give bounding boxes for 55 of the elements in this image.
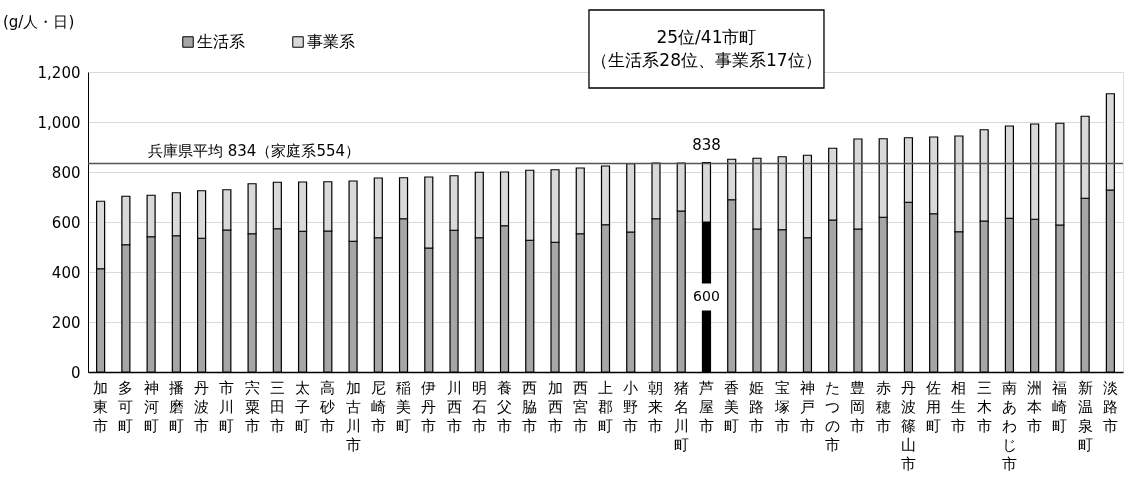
x-tick-label: 神河町 [143, 378, 159, 435]
ref-line-label: 兵庫県平均 834（家庭系554） [148, 141, 361, 160]
x-tick-label: 太子町 [295, 378, 311, 435]
y-tick-label: 200 [51, 313, 81, 332]
x-tick-label: たつの市 [825, 378, 841, 454]
x-tick-label: 西宮市 [572, 378, 588, 435]
x-tick-label: 赤穂市 [875, 378, 891, 435]
legend-label: 事業系 [307, 32, 355, 51]
x-tick-label: 福崎町 [1052, 378, 1068, 435]
x-tick-label: 三田市 [269, 378, 285, 435]
y-tick-label: 0 [70, 363, 81, 382]
x-tick-label: 養父市 [497, 378, 513, 435]
text: 25位/41市町（生活系28位、事業系17位） [591, 27, 822, 70]
x-tick-label: 播磨町 [168, 378, 184, 435]
x-tick-label: 淡路市 [1102, 378, 1118, 435]
y-tick-label: 800 [51, 163, 81, 182]
x-tick-label: 神戸市 [799, 378, 815, 435]
data-label: 600 [693, 288, 720, 304]
x-tick-label: 猪名川町 [673, 378, 689, 454]
x-tick-label: 市川町 [219, 378, 235, 435]
total-label: 838 [692, 135, 721, 154]
x-tick-label: 姫路市 [749, 378, 765, 435]
x-tick-label: 高砂市 [319, 378, 336, 435]
x-tick-label: 尼崎市 [370, 378, 386, 435]
x-tick-label: 芦屋市 [698, 378, 714, 435]
x-tick-label: 南あわじ市 [1001, 378, 1017, 473]
x-tick-label: 宍粟市 [244, 378, 260, 435]
y-tick-label: 1,000 [37, 113, 81, 132]
legend-label: 生活系 [197, 32, 245, 51]
x-tick-label: 稲美町 [396, 378, 412, 435]
x-tick-label: 伊丹市 [421, 378, 437, 435]
x-tick-label: 豊岡市 [850, 378, 866, 435]
x-tick-label: 西脇市 [522, 378, 538, 435]
x-tick-label: 多可町 [118, 378, 134, 435]
x-tick-label: 加東市 [93, 378, 109, 435]
x-tick-label: 加西市 [547, 378, 563, 435]
x-tick-label: 丹波市 [194, 378, 210, 435]
y-tick-label: 600 [51, 213, 81, 232]
y-tick-label: 1,200 [37, 63, 81, 82]
x-tick-label: 丹波篠山市 [900, 378, 916, 473]
x-tick-label: 香美町 [724, 378, 740, 435]
x-tick-label: 川西市 [446, 378, 462, 435]
x-tick-label: 洲本市 [1027, 378, 1043, 435]
x-tick-label: 宝塚市 [773, 378, 790, 435]
y-tick-label: 400 [51, 263, 81, 282]
x-tick-label: 佐用町 [926, 378, 942, 435]
x-tick-label: 加古川市 [345, 378, 361, 454]
x-tick-label: 新温泉町 [1077, 378, 1093, 454]
y-axis-title: (g/人・日) [3, 13, 75, 31]
x-tick-label: 上郡町 [598, 378, 613, 435]
x-tick-label: 明石市 [471, 378, 487, 435]
x-tick-label: 三木市 [976, 378, 992, 435]
x-tick-label: 相生市 [951, 378, 967, 435]
x-tick-label: 朝来市 [648, 378, 664, 435]
x-tick-label: 小野市 [623, 378, 639, 435]
